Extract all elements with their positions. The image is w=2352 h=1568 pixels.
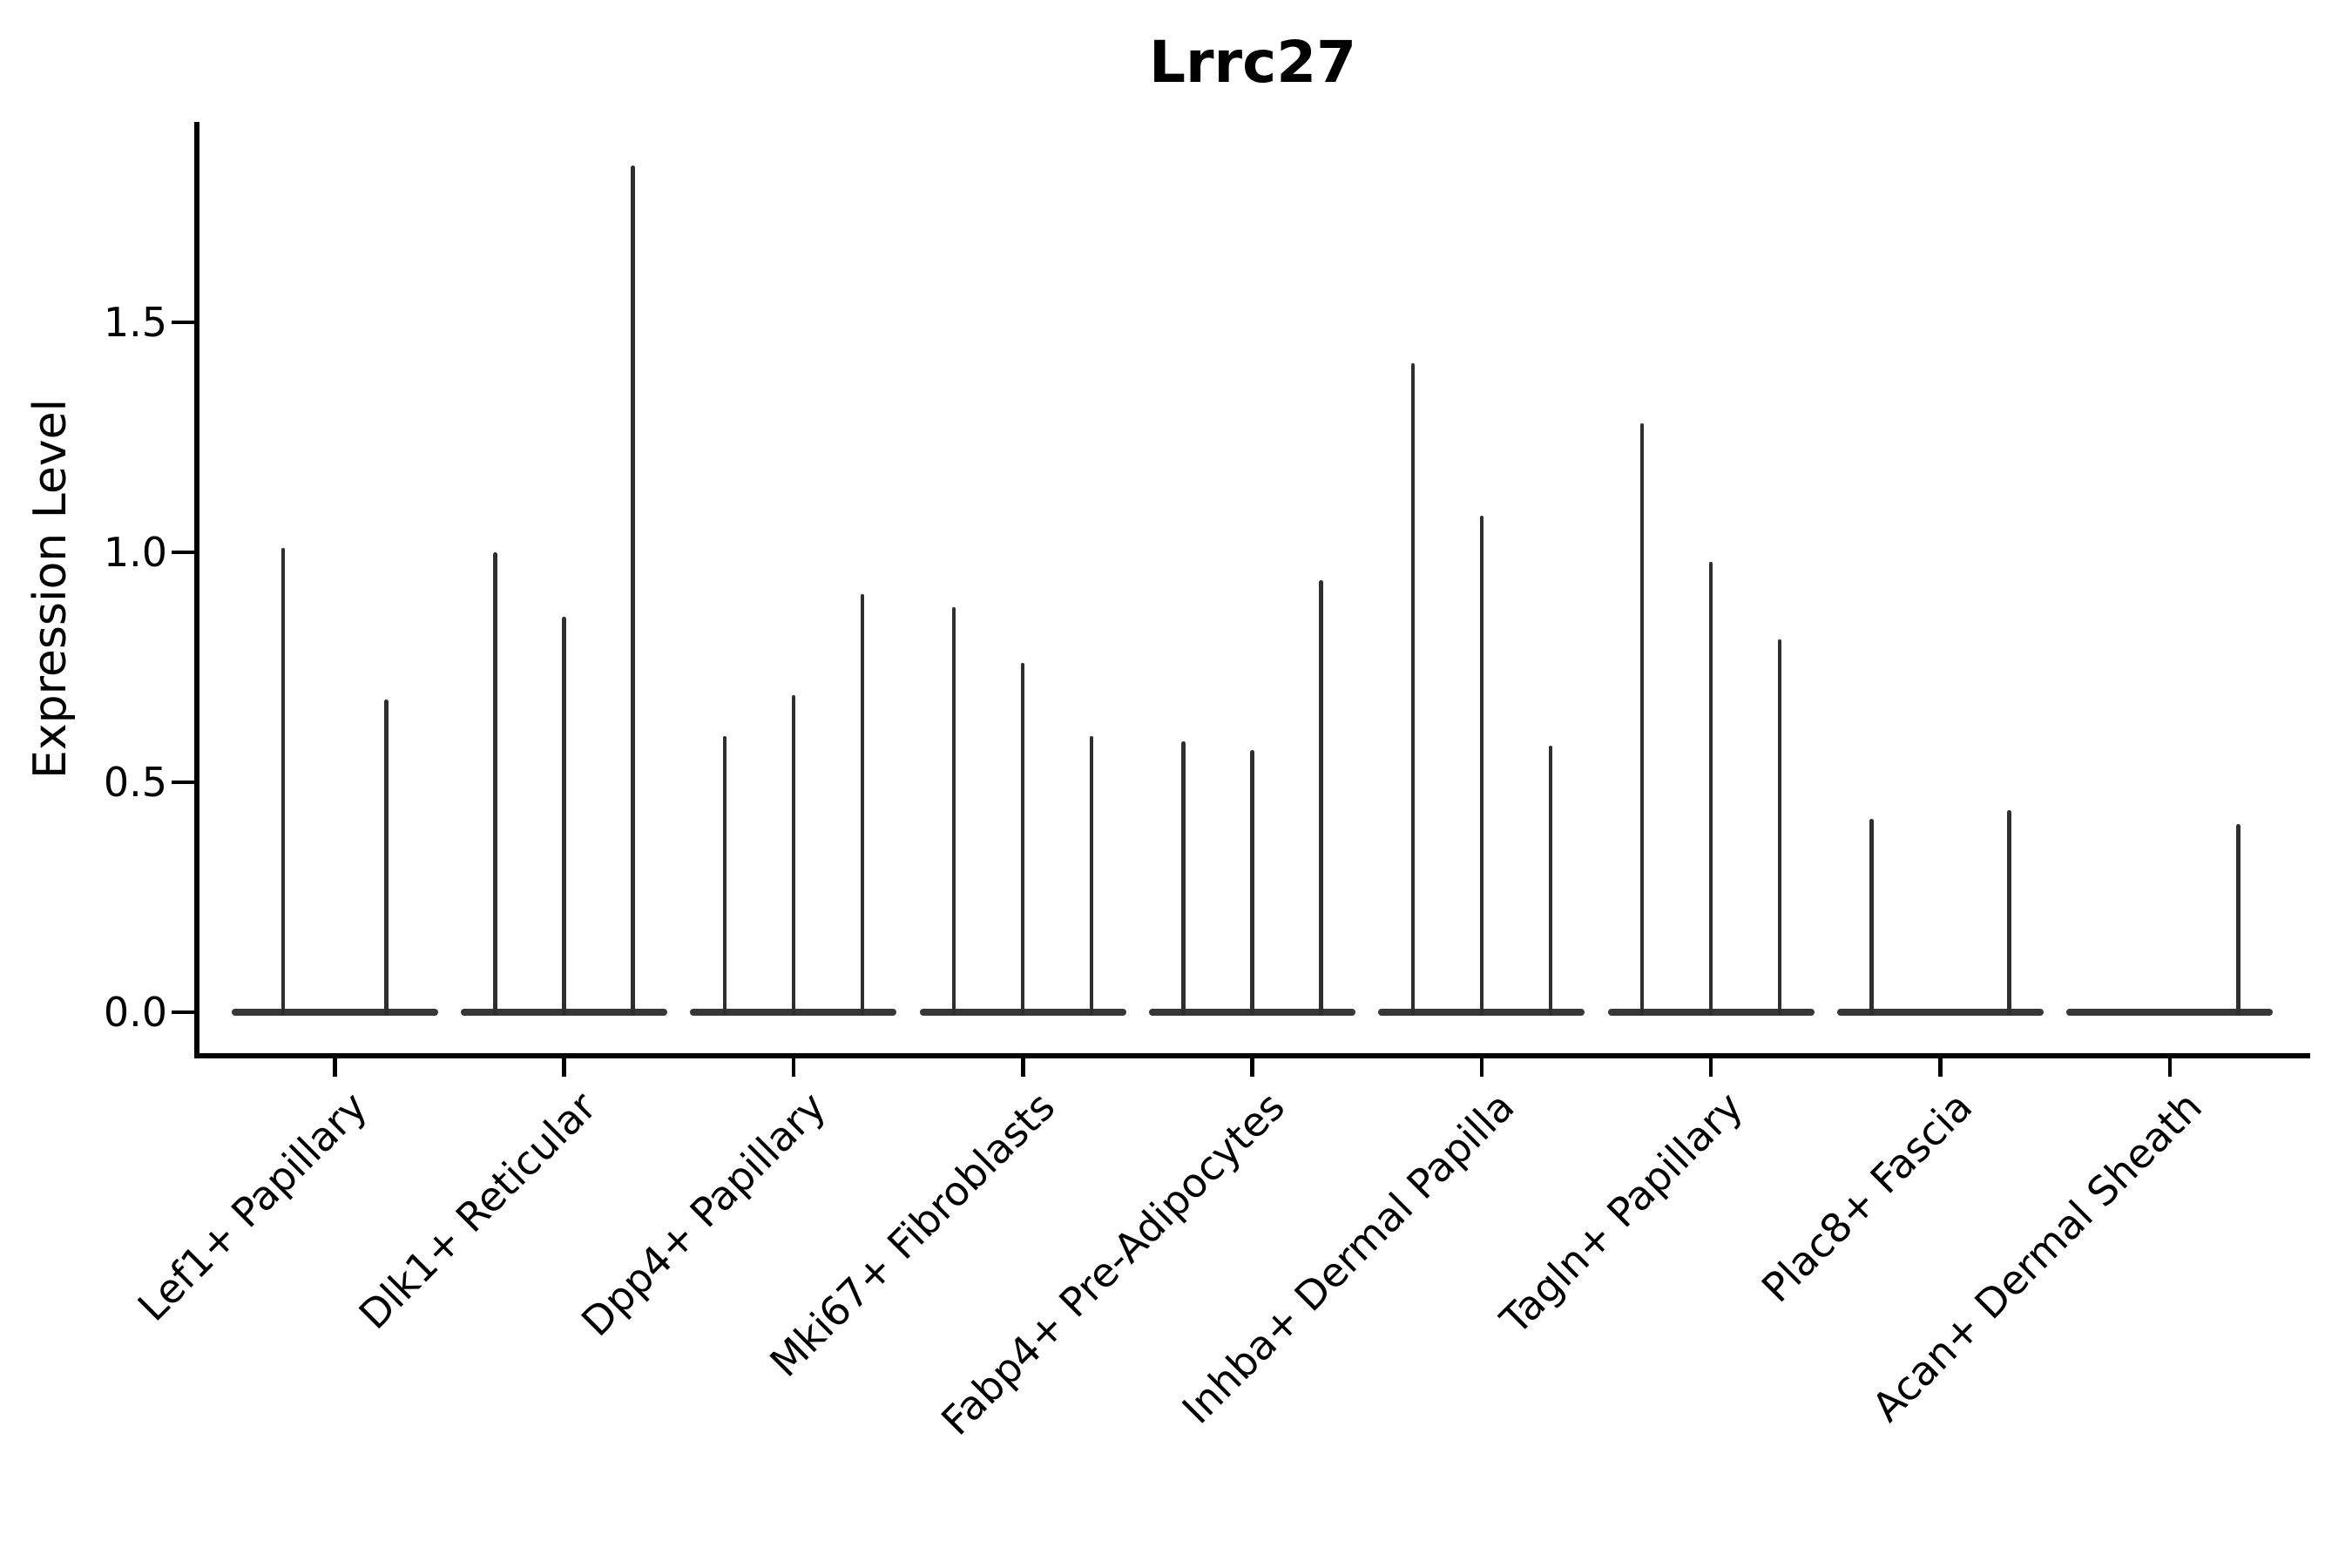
y-tick xyxy=(172,780,194,785)
x-tick-label: Lef1+ Papillary xyxy=(128,1083,376,1330)
x-tick-label: Tagln+ Papillary xyxy=(1491,1083,1753,1343)
violin-spike xyxy=(2007,809,2011,1016)
violin-spike xyxy=(562,616,566,1016)
y-tick-label: 0.5 xyxy=(103,759,167,807)
y-tick xyxy=(172,1010,194,1015)
violin-spike xyxy=(722,736,727,1016)
x-tick xyxy=(333,1058,337,1077)
x-axis-spine xyxy=(194,1052,2311,1058)
violin-baseline xyxy=(231,1009,438,1016)
x-tick-label: Dpp4+ Papillary xyxy=(571,1083,835,1346)
violin-spike xyxy=(280,547,286,1016)
violin-spike xyxy=(860,593,865,1016)
x-tick xyxy=(1250,1058,1254,1077)
violin-spike xyxy=(384,699,389,1016)
y-tick xyxy=(172,550,194,555)
violin-baseline xyxy=(1836,1009,2044,1016)
violin-spike xyxy=(1777,639,1782,1016)
x-tick-label: Dlk1+ Reticular xyxy=(349,1083,605,1339)
chart-title: Lrrc27 xyxy=(1148,29,1357,96)
violin-spike xyxy=(1708,561,1713,1016)
violin-spike xyxy=(951,607,956,1016)
violin-spike xyxy=(1319,579,1323,1016)
x-tick xyxy=(1479,1058,1484,1077)
violin-spike xyxy=(791,694,796,1016)
y-tick-label: 0.0 xyxy=(103,989,167,1037)
y-axis-label: Expression Level xyxy=(24,398,77,780)
x-tick xyxy=(2167,1058,2172,1077)
violin-spike xyxy=(1181,740,1186,1016)
violin-spike xyxy=(1639,423,1645,1016)
x-tick-label: Plac8+ Fascia xyxy=(1753,1083,1982,1312)
x-tick xyxy=(562,1058,566,1077)
x-tick xyxy=(1938,1058,1943,1077)
x-tick xyxy=(791,1058,796,1077)
violin-spike xyxy=(1548,745,1553,1016)
violin-spike xyxy=(1020,662,1025,1016)
y-tick-label: 1.5 xyxy=(103,298,167,346)
y-tick xyxy=(172,320,194,325)
y-axis-spine xyxy=(194,122,199,1058)
violin-spike xyxy=(1410,363,1416,1016)
violin-spike xyxy=(1479,515,1484,1016)
y-tick-label: 1.0 xyxy=(103,529,167,576)
violin-spike xyxy=(1869,819,1874,1016)
violin-spike xyxy=(2236,823,2240,1016)
x-tick xyxy=(1021,1058,1025,1077)
x-tick xyxy=(1708,1058,1713,1077)
violin-baseline xyxy=(2066,1009,2274,1016)
violin-spike xyxy=(1089,736,1094,1016)
violin-spike xyxy=(631,166,635,1016)
violin-spike xyxy=(493,552,497,1016)
violin-spike xyxy=(1250,750,1254,1016)
